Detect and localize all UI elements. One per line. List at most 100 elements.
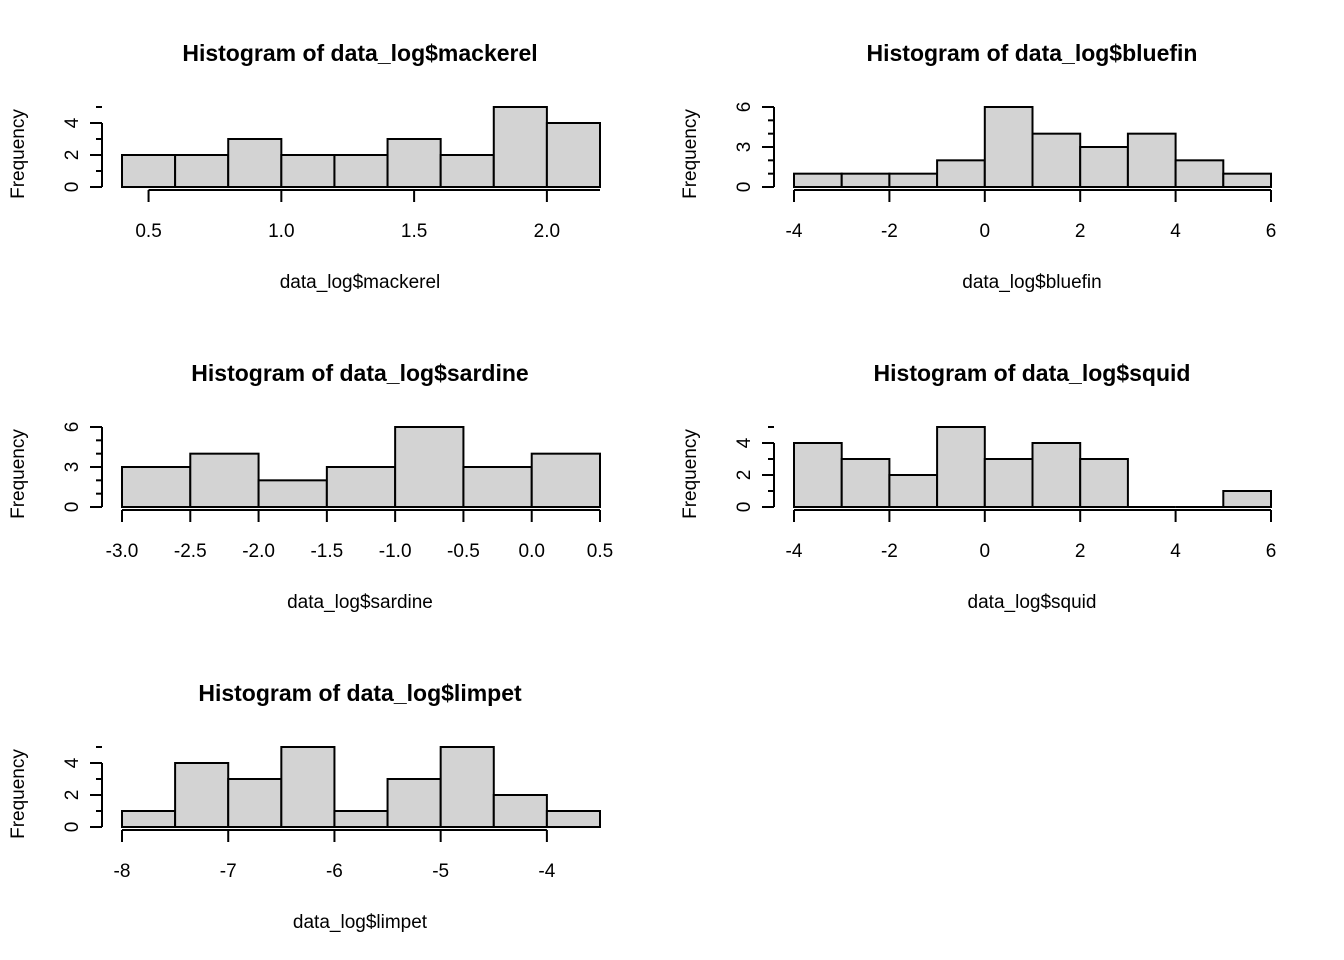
histogram-bar: [1031, 442, 1082, 508]
x-tick-label: 0: [980, 541, 991, 562]
x-tick-label: 2: [1075, 221, 1086, 242]
x-tick-label: 2.0: [534, 221, 560, 242]
histogram-bar: [227, 138, 283, 188]
x-tick-label: -2: [881, 221, 898, 242]
x-tick-label: 6: [1266, 541, 1277, 562]
histogram-bar: [227, 778, 283, 828]
histogram-bar: [325, 466, 397, 508]
histogram-bar: [530, 452, 602, 508]
x-tick-label: -1.0: [379, 541, 412, 562]
y-axis-label: Frequency: [680, 429, 701, 519]
histogram-bar: [121, 810, 177, 828]
histogram-bar: [189, 452, 260, 508]
histogram-bar: [983, 106, 1034, 188]
y-axis-label: Frequency: [8, 749, 29, 839]
y-tick-label: 2: [62, 150, 83, 161]
histogram-bar: [174, 154, 230, 188]
chart-title: Histogram of data_log$squid: [874, 360, 1191, 386]
x-tick-label: 6: [1266, 221, 1277, 242]
histogram-bar: [1079, 146, 1129, 188]
x-tick-label: -4: [786, 541, 803, 562]
x-tick-label: -6: [326, 861, 343, 882]
x-axis-label: data_log$squid: [968, 592, 1097, 613]
x-tick-label: 4: [1170, 541, 1181, 562]
x-tick-label: -2: [881, 541, 898, 562]
histogram-bar: [888, 172, 939, 189]
y-tick-label: 6: [734, 102, 755, 113]
histogram-bar: [1174, 159, 1225, 188]
x-tick-label: 2: [1075, 541, 1086, 562]
histogram-bar: [333, 810, 389, 828]
histogram-bar: [936, 159, 986, 188]
histogram-bar: [1222, 490, 1273, 508]
chart-title: Histogram of data_log$sardine: [191, 360, 528, 386]
histogram-bar: [121, 154, 177, 188]
y-tick-label: 3: [62, 462, 83, 473]
histogram-bar: [793, 172, 843, 189]
x-tick-label: 0.5: [587, 541, 613, 562]
x-tick-label: -4: [538, 861, 555, 882]
histogram-panel: Histogram of data_log$mackerel 0.5 1.0 1.5 2…: [8, 40, 602, 293]
histogram-bar: [174, 762, 230, 828]
x-tick-label: 0: [980, 221, 991, 242]
y-tick-label: 3: [734, 142, 755, 153]
histogram-bar: [983, 458, 1034, 508]
histogram-panel: Histogram of data_log$squid -4 -2 0 2 4 6 0 2 4 da…: [680, 360, 1276, 613]
histogram-bar: [1031, 132, 1082, 189]
x-tick-label: 4: [1170, 221, 1181, 242]
x-axis-label: data_log$sardine: [287, 592, 433, 613]
x-tick-label: 1.0: [268, 221, 294, 242]
y-tick-label: 0: [62, 502, 83, 513]
x-tick-label: -0.5: [447, 541, 480, 562]
histogram-bar: [888, 474, 939, 508]
x-tick-label: -4: [786, 221, 803, 242]
histogram-bar: [439, 154, 495, 188]
x-tick-label: -2.5: [174, 541, 207, 562]
histogram-bar: [386, 778, 442, 828]
x-tick-label: -8: [114, 861, 131, 882]
x-tick-label: -5: [432, 861, 449, 882]
histogram-bar: [936, 426, 986, 508]
histogram-panel: Histogram of data_log$bluefin -4 -2 0 2 4 6 0 3 6…: [680, 40, 1276, 293]
histogram-bar: [439, 746, 495, 828]
chart-title: Histogram of data_log$mackerel: [182, 40, 537, 66]
histogram-bar: [280, 746, 336, 828]
y-tick-label: 4: [734, 437, 755, 448]
histogram-panel: Histogram of data_log$limpet -8 -7 -6 -5 -4 0 2…: [8, 680, 602, 933]
histogram-bar: [280, 154, 336, 188]
histogram-bar: [1079, 458, 1129, 508]
y-tick-label: 0: [62, 182, 83, 193]
histogram-bar: [333, 154, 389, 188]
y-tick-label: 4: [62, 117, 83, 128]
x-tick-label: 0.5: [135, 221, 161, 242]
y-tick-label: 0: [734, 182, 755, 193]
x-axis-label: data_log$mackerel: [280, 272, 441, 293]
histogram-bar: [840, 458, 891, 508]
histogram-bar: [840, 172, 891, 189]
y-tick-label: 0: [62, 822, 83, 833]
histogram-panel: Histogram of data_log$sardine -3.0 -2.5 -2.…: [8, 360, 613, 613]
histogram-bar: [462, 466, 533, 508]
x-tick-label: 0.0: [519, 541, 545, 562]
y-tick-label: 0: [734, 502, 755, 513]
histogram-bar: [545, 810, 602, 828]
histogram-bar: [121, 466, 192, 508]
histogram-bar: [1126, 132, 1177, 189]
histogram-bar: [1222, 172, 1273, 189]
y-axis-label: Frequency: [680, 109, 701, 199]
y-tick-label: 2: [62, 790, 83, 801]
histogram-bar: [492, 794, 548, 828]
x-axis-label: data_log$limpet: [293, 912, 428, 933]
x-tick-label: -2.0: [242, 541, 275, 562]
x-tick-label: 1.5: [401, 221, 427, 242]
histogram-bar: [545, 122, 602, 188]
histogram-bar: [394, 426, 465, 508]
y-axis-label: Frequency: [8, 109, 29, 199]
x-tick-label: -7: [220, 861, 237, 882]
x-tick-label: -3.0: [106, 541, 139, 562]
chart-title: Histogram of data_log$limpet: [198, 680, 522, 706]
histogram-bar: [793, 442, 843, 508]
y-tick-label: 6: [62, 422, 83, 433]
y-tick-label: 2: [734, 470, 755, 481]
